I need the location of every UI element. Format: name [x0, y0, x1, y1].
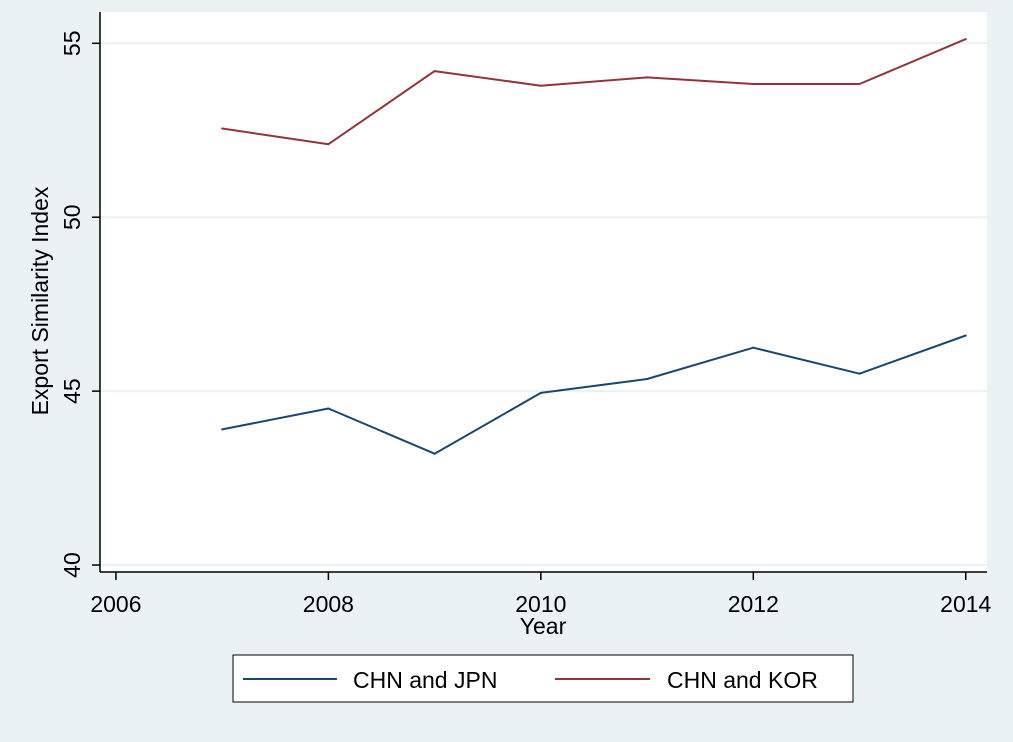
legend-label: CHN and KOR: [667, 667, 818, 693]
x-tick-label: 2010: [515, 591, 566, 617]
gridlines: [100, 42, 987, 567]
y-tick-label: 50: [59, 204, 85, 230]
series-line: [222, 334, 967, 455]
data-point: [327, 143, 330, 146]
data-point: [964, 38, 967, 41]
series-line: [222, 38, 967, 146]
ticks: 40 45 50 55 2006 2008 2010 2012 2014: [59, 31, 992, 617]
plot-area: [100, 12, 987, 572]
data-point: [433, 452, 436, 455]
data-point: [539, 84, 542, 87]
data-point: [964, 334, 967, 337]
data-point: [221, 428, 224, 431]
y-tick-label: 55: [59, 31, 85, 57]
data-point: [752, 83, 755, 85]
x-tick-label: 2012: [728, 591, 779, 617]
data-point: [539, 391, 542, 394]
data-point: [433, 70, 436, 73]
x-tick-label: 2014: [940, 591, 991, 617]
data-point: [858, 83, 861, 85]
data-point: [646, 76, 649, 79]
series-lines: [221, 38, 967, 455]
y-tick-label: 45: [59, 378, 85, 404]
data-point: [752, 346, 755, 349]
y-tick-label: 40: [59, 552, 85, 578]
axes: [99, 12, 987, 573]
data-point: [858, 372, 861, 375]
x-tick-label: 2006: [90, 591, 141, 617]
data-point: [646, 377, 649, 380]
x-axis-label: Year: [520, 613, 567, 639]
x-tick-label: 2008: [303, 591, 354, 617]
legend: CHN and JPN CHN and KOR: [232, 654, 854, 703]
data-point: [221, 127, 224, 130]
data-point: [327, 407, 330, 410]
y-axis-label: Export Similarity Index: [27, 186, 53, 415]
legend-label: CHN and JPN: [353, 667, 497, 693]
